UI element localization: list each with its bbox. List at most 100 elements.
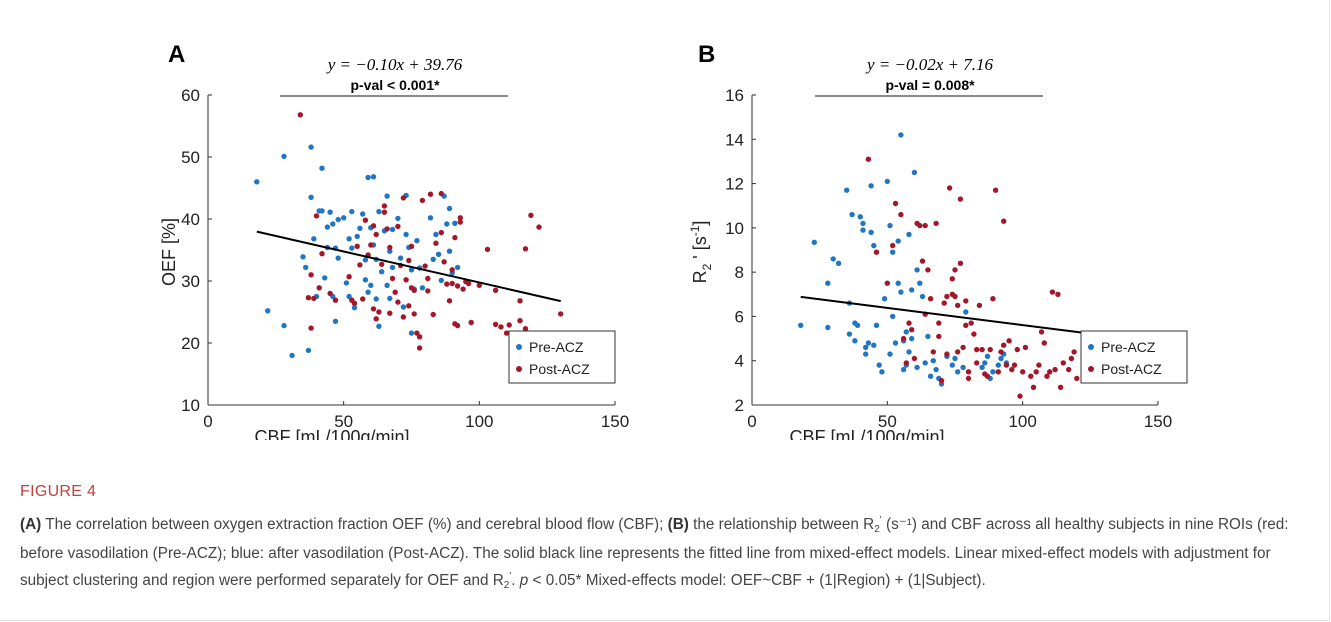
panel-a-post-acz-point bbox=[327, 290, 333, 297]
panel-b-pre-acz-point bbox=[933, 366, 939, 373]
panel-a-post-acz-point bbox=[492, 321, 499, 328]
panel-b-post-acz-point bbox=[941, 300, 947, 306]
panel-a-pre-acz-point bbox=[254, 179, 260, 185]
panel-a-pre-acz-point bbox=[376, 208, 382, 215]
panel-b-pre-acz-point bbox=[919, 293, 926, 300]
panel-a-post-acz-point bbox=[419, 197, 426, 204]
panel-a-pre-acz-point bbox=[281, 322, 287, 329]
panel-a-pre-acz-point bbox=[308, 194, 314, 200]
panel-a-pre-acz-point bbox=[327, 209, 333, 215]
panel-a-pre-acz-point bbox=[365, 174, 371, 181]
panel-a-post-acz-point bbox=[370, 306, 377, 312]
panel-b-post-acz-point bbox=[998, 349, 1004, 355]
panel-a-post-acz-point bbox=[438, 229, 444, 236]
panel-a-post-acz-point bbox=[425, 288, 431, 294]
panel-b-post-acz-point bbox=[1036, 362, 1042, 368]
panel-a-post-acz-point bbox=[454, 322, 461, 329]
panel-b-ylabel-main: R bbox=[690, 270, 710, 283]
panel-a-post-acz-point bbox=[319, 251, 325, 257]
panel-a-pre-acz-point bbox=[349, 245, 355, 251]
panel-a-pre-acz-point bbox=[373, 296, 379, 302]
panel-b-pre-acz-point bbox=[979, 364, 985, 371]
panel-b-post-acz-point bbox=[987, 346, 993, 353]
panel-a-post-acz-point bbox=[476, 282, 482, 288]
panel-a-post-acz-point bbox=[517, 318, 523, 324]
panel-b-post-acz-point bbox=[925, 267, 931, 273]
panel-a-pre-acz-point bbox=[389, 264, 396, 271]
panel-b-post-acz-point bbox=[884, 280, 890, 286]
panel-a-post-acz-point bbox=[465, 280, 472, 287]
panel-b-post-acz-point bbox=[909, 327, 915, 333]
panel-b-post-acz-point bbox=[995, 369, 1001, 375]
panel-a-pre-acz-point bbox=[414, 238, 420, 244]
panel-a-y-tick-label: 20 bbox=[181, 334, 200, 353]
panel-a-equation: y = −0.10x + 39.76 bbox=[326, 55, 463, 74]
panel-a-post-acz-point bbox=[373, 231, 379, 238]
panel-b-pre-acz-point bbox=[811, 239, 817, 245]
panel-a-pre-acz-point bbox=[281, 153, 287, 160]
panel-a-pre-acz-point bbox=[362, 277, 369, 283]
panel-a-pre-acz-point bbox=[343, 280, 350, 286]
panel-a-post-acz-point bbox=[406, 257, 412, 264]
panel-a-pre-acz-point bbox=[335, 255, 341, 261]
panel-b-pre-acz-point bbox=[949, 362, 955, 368]
panel-b-legend-label: Post-ACZ bbox=[1101, 361, 1162, 377]
panel-b-post-acz-point bbox=[1028, 373, 1034, 379]
panel-b-pre-acz-point bbox=[911, 169, 918, 176]
caption-b-text: the relationship between R bbox=[688, 516, 875, 533]
panel-a-post-acz-point bbox=[460, 286, 466, 292]
panel-a-post-acz-point bbox=[368, 242, 374, 248]
panel-a-post-acz-point bbox=[357, 262, 363, 268]
panel-a-pre-acz-point bbox=[368, 282, 374, 288]
panel-a-post-acz-point bbox=[446, 298, 453, 304]
panel-a-pre-acz-point bbox=[341, 215, 347, 221]
panel-b-y-tick-label: 6 bbox=[735, 307, 744, 326]
panel-b-post-acz-point bbox=[919, 258, 926, 264]
panel-b-pre-acz-point bbox=[798, 322, 804, 328]
panel-a-pre-acz-point bbox=[433, 231, 439, 238]
panel-b-pre-acz-point bbox=[890, 313, 896, 320]
panel-b-post-acz-point bbox=[1038, 329, 1045, 335]
panel-a-post-acz-point bbox=[438, 190, 444, 197]
panel-a-pre-acz-point bbox=[360, 211, 366, 217]
panel-a-post-acz-point bbox=[403, 277, 409, 283]
panel-a-post-acz-point bbox=[387, 244, 393, 251]
panel-a-x-tick-label: 150 bbox=[601, 412, 629, 431]
panel-b-legend-box bbox=[1080, 330, 1188, 384]
panel-a-post-acz-point bbox=[411, 287, 417, 293]
caption-b-label: (B) bbox=[667, 516, 689, 533]
panel-b-pre-acz-point bbox=[863, 344, 869, 351]
panel-b-pre-acz-point bbox=[952, 355, 958, 362]
panel-a-legend-label: Post-ACZ bbox=[529, 361, 590, 377]
panel-b-equation: y = −0.02x + 7.16 bbox=[865, 55, 994, 74]
panel-a-post-acz-point bbox=[373, 316, 379, 322]
panel-a-legend-label: Pre-ACZ bbox=[529, 339, 584, 355]
panel-a-post-acz-point bbox=[517, 298, 523, 304]
panel-a-post-acz-point bbox=[387, 310, 393, 316]
panel-b-post-acz-point bbox=[1011, 362, 1018, 368]
panel-b-pre-acz-point bbox=[925, 333, 931, 340]
panel-a-pre-acz-point bbox=[438, 277, 444, 284]
panel-a-pre-acz-point bbox=[446, 205, 453, 212]
panel-b-post-acz-point bbox=[936, 320, 942, 326]
panel-a-post-acz-point bbox=[406, 303, 412, 309]
caption-tail-2: < 0.05* Mixed-effects model: OEF~CBF + (… bbox=[528, 572, 986, 589]
panel-a-y-tick-label: 40 bbox=[181, 210, 200, 229]
figure-panels: A y = −0.10x + 39.76 p-val < 0.001* 0 50 1… bbox=[159, 41, 1188, 440]
panel-b-pre-acz-point bbox=[914, 364, 920, 371]
panel-a-pre-acz-point bbox=[430, 256, 436, 262]
panel-b-x-tick-label: 50 bbox=[878, 412, 897, 431]
panel-a-fit-line bbox=[256, 230, 561, 303]
panel-a-pre-acz-point bbox=[384, 282, 390, 288]
panel-b-post-acz-point bbox=[936, 333, 942, 340]
panel-a-post-acz-point bbox=[400, 314, 407, 320]
panel-b-pre-acz-point bbox=[922, 360, 928, 366]
panel-a-x-tick-label: 50 bbox=[334, 412, 353, 431]
panel-b-pre-acz-point bbox=[873, 322, 880, 328]
panel-b-y-tick-label: 2 bbox=[735, 396, 744, 415]
panel-b-x-tick-label: 0 bbox=[747, 412, 756, 431]
panel-b-post-acz-point bbox=[944, 351, 950, 357]
panel-a-pre-acz-point bbox=[354, 233, 360, 240]
panel-b-pre-acz-point bbox=[895, 280, 901, 286]
panel-a-post-acz-point bbox=[376, 309, 382, 315]
